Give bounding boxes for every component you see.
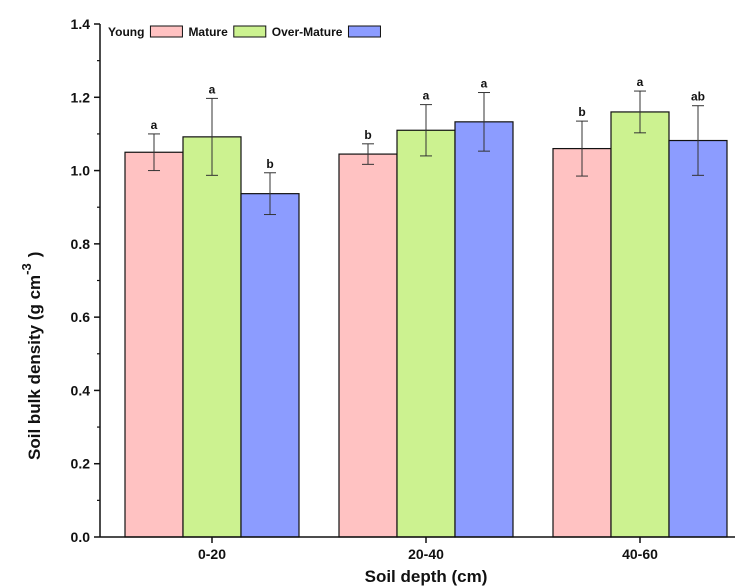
bar [124,151,184,538]
y-tick-label: 1.2 [71,89,91,105]
significance-label: ab [691,90,705,104]
bar [454,121,514,538]
y-axis-title-main: Soil bulk density (g cm [25,275,44,460]
bar [240,193,300,538]
significance-label: a [151,118,158,132]
y-tick-label: 1.0 [71,163,91,179]
x-tick-label: 40-60 [622,546,658,562]
legend-swatch [149,25,183,38]
bar [668,139,728,538]
significance-label: a [637,75,644,89]
legend: Young Mature Over-Mature [108,25,381,39]
x-axis-title: Soil depth (cm) [365,567,488,586]
y-axis: 0.0 0.2 0.4 0.6 0.8 1.0 1.2 1.4 [71,16,101,545]
significance-label: a [209,82,216,96]
y-axis-title-superscript: -3 [19,263,34,275]
y-tick-label: 0.8 [71,236,91,252]
y-tick-label: 0.0 [71,529,91,545]
legend-label: Young [108,25,144,39]
significance-label: b [578,105,585,119]
y-tick-label: 0.6 [71,309,91,325]
legend-swatch [233,25,267,38]
legend-swatch [347,25,381,38]
x-tick-label: 20-40 [408,546,444,562]
y-axis-title-close: ) [25,252,44,258]
bar [182,136,242,538]
bar [338,153,398,538]
significance-label: b [364,128,371,142]
y-tick-label: 0.2 [71,456,91,472]
significance-label: b [266,157,273,171]
legend-label: Mature [188,25,228,39]
y-tick-label: 0.4 [71,382,91,398]
significance-label: a [481,77,488,91]
bar [396,129,456,538]
y-axis-title: Soil bulk density (g cm-3) [19,252,44,460]
x-axis: 0-20 20-40 40-60 [100,536,735,562]
bar [552,147,612,538]
significance-label: a [423,89,430,103]
legend-label: Over-Mature [272,25,343,39]
y-tick-label: 1.4 [71,16,91,32]
x-tick-label: 0-20 [198,546,226,562]
bar [610,111,670,538]
